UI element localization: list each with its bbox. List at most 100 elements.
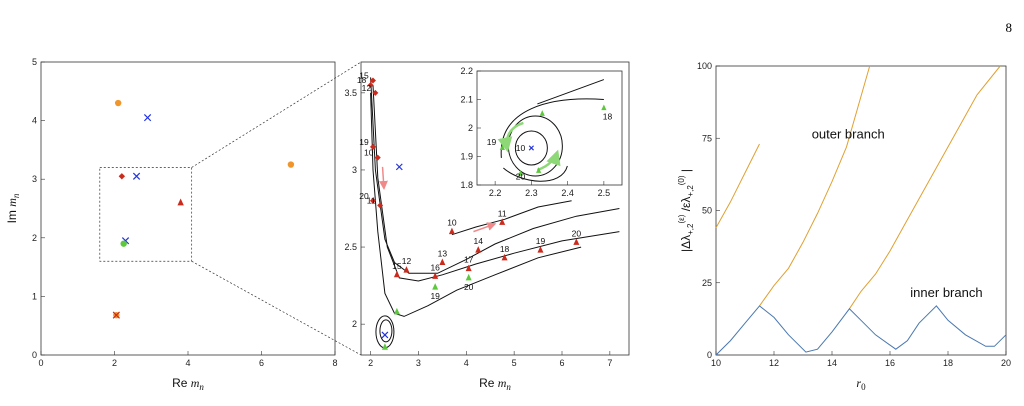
y-tick-label: 75	[702, 133, 712, 143]
y-tick-label: 2	[468, 123, 473, 133]
annotation-outer-branch: outer branch	[812, 126, 885, 141]
point-label: 13	[438, 248, 448, 258]
point-label: 12	[362, 83, 372, 93]
zoom-connector-lines	[191, 61, 362, 356]
inset-label: 20	[516, 171, 526, 181]
series-line	[715, 305, 1007, 356]
point-label: 15	[392, 261, 402, 271]
data-point-triangle	[499, 144, 505, 151]
direction-arrow	[473, 222, 497, 233]
x-tick-label: 8	[332, 358, 337, 368]
data-point-triangle	[475, 246, 482, 253]
y-tick-label: 4	[32, 116, 37, 126]
data-point-x	[143, 114, 152, 122]
point-label: 19	[359, 137, 369, 147]
data-point-x	[132, 172, 141, 180]
x-tick-label: 10	[711, 358, 721, 368]
data-point-triangle	[432, 272, 439, 279]
x-tick-label: 2.2	[489, 188, 502, 198]
x-tick-label: 14	[827, 358, 837, 368]
data-point-triangle	[499, 218, 506, 225]
right-frame	[715, 65, 1007, 356]
y-tick-label: 3.5	[344, 88, 357, 98]
data-point-diamond	[372, 89, 379, 96]
left-y-axis-label: Im mn	[5, 193, 21, 223]
zoom-box	[99, 167, 193, 262]
y-tick-label: 1	[32, 291, 37, 301]
data-point-triangle	[432, 283, 439, 290]
data-point-triangle	[601, 104, 607, 111]
x-tick-label: 6	[559, 358, 564, 368]
data-point-triangle	[403, 266, 410, 273]
y-tick-label: 5	[32, 57, 37, 67]
data-point-triangle	[439, 258, 446, 265]
y-tick-label: 3	[352, 165, 357, 175]
trajectory-loop	[379, 319, 393, 343]
trajectory-curve	[370, 77, 620, 274]
point-label: 20	[572, 228, 582, 238]
right-x-axis-label: r0	[856, 376, 866, 392]
data-point-triangle	[537, 246, 544, 253]
data-point-triangle	[393, 307, 400, 315]
data-point-triangle	[381, 343, 388, 350]
x-tick-label: 6	[259, 358, 264, 368]
y-tick-label: 2	[32, 233, 37, 243]
x-tick-label: 18	[943, 358, 953, 368]
trajectory-curve	[372, 85, 620, 282]
point-label: 10	[447, 218, 457, 228]
data-point-triangle	[465, 264, 472, 272]
inset-label: 18	[603, 111, 613, 121]
data-point-diamond	[369, 143, 376, 150]
data-point-triangle	[536, 167, 542, 173]
middle-panel: 2 3 4 5 6 722.533.518151219102011121513161417…	[344, 61, 630, 392]
series-line	[759, 65, 871, 307]
series-line	[848, 65, 1001, 310]
inset-spiral	[503, 165, 568, 182]
x-tick-label: 20	[1001, 358, 1011, 368]
data-point-diamond	[118, 173, 126, 180]
point-label: 11	[498, 208, 507, 218]
annotation-inner-branch: inner branch	[910, 285, 982, 300]
data-point-triangle	[539, 110, 545, 116]
point-label: 11	[367, 195, 376, 205]
data-point-diamond	[369, 77, 376, 84]
inset-background	[477, 71, 622, 185]
y-tick-label: 0	[32, 350, 37, 360]
inset-loop	[514, 130, 548, 166]
data-point-triangle	[517, 170, 524, 176]
data-point-circle	[287, 161, 295, 168]
point-label: 12	[402, 256, 412, 266]
point-label: 14	[474, 236, 484, 246]
y-tick-label: 1.8	[460, 180, 473, 190]
data-point-diamond	[377, 202, 384, 209]
inset-arrow	[536, 149, 561, 172]
data-point-circle	[114, 99, 122, 107]
data-point-triangle	[448, 227, 455, 235]
x-tick-label: 2	[368, 358, 373, 368]
data-point-x	[381, 331, 389, 339]
x-tick-label: 16	[885, 358, 895, 368]
right-y-axis-label: |Δλ+,2(ε) /ελ+,2(0) |	[677, 169, 695, 252]
data-point-triangle	[573, 238, 580, 245]
x-tick-label: 2.4	[561, 188, 574, 198]
point-label: 17	[464, 255, 474, 265]
y-tick-label: 2.1	[460, 95, 473, 105]
zoom-connector-top	[191, 61, 362, 168]
x-tick-label: 2.3	[525, 188, 538, 198]
point-label: 20	[464, 282, 474, 292]
y-tick-label: 3	[32, 174, 37, 184]
point-label: 15	[359, 71, 369, 81]
inset-arrow	[497, 121, 524, 153]
x-tick-label: 2.5	[598, 188, 611, 198]
direction-arrow	[378, 166, 388, 190]
trajectory-curve	[370, 92, 582, 317]
middle-x-axis-label: Re mn	[479, 376, 511, 392]
x-tick-label: 2	[112, 358, 117, 368]
x-tick-label: 0	[38, 358, 43, 368]
x-tick-label: 5	[512, 358, 517, 368]
y-tick-label: 50	[702, 206, 712, 216]
inset-label: 19	[487, 137, 497, 147]
y-tick-label: 25	[702, 278, 712, 288]
data-point-diamond	[374, 154, 381, 161]
